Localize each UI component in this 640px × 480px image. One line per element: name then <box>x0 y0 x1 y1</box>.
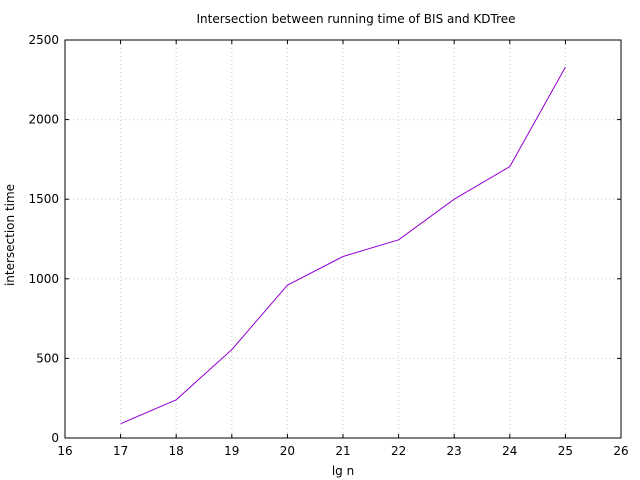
series-line-0 <box>120 66 566 425</box>
x-tick-label: 17 <box>113 444 128 458</box>
y-axis-label: intersection time <box>3 184 17 286</box>
x-tick-label: 16 <box>57 444 72 458</box>
x-tick-label: 24 <box>502 444 517 458</box>
x-tick-label: 20 <box>280 444 295 458</box>
y-tick-label: 2500 <box>28 33 59 47</box>
x-tick-label: 21 <box>335 444 350 458</box>
y-tick-label: 2000 <box>28 113 59 127</box>
y-tick-label: 1500 <box>28 192 59 206</box>
x-tick-label: 22 <box>391 444 406 458</box>
gridlines <box>65 40 621 438</box>
x-axis-label: lg n <box>332 464 354 478</box>
chart-title: Intersection between running time of BIS… <box>196 12 515 26</box>
series-layer <box>120 66 566 425</box>
x-tick-label: 18 <box>169 444 184 458</box>
y-tick-label: 500 <box>36 351 59 365</box>
ticks: 16 17 18 19 20 21 22 23 24 25 26 0 500 1000 1500 2000 25… <box>28 33 628 458</box>
x-tick-label: 23 <box>447 444 462 458</box>
y-tick-label: 0 <box>51 431 59 445</box>
x-tick-label: 19 <box>224 444 239 458</box>
x-tick-label: 25 <box>558 444 573 458</box>
y-tick-label: 1000 <box>28 272 59 286</box>
x-tick-label: 26 <box>613 444 628 458</box>
plot-frame <box>64 39 622 439</box>
